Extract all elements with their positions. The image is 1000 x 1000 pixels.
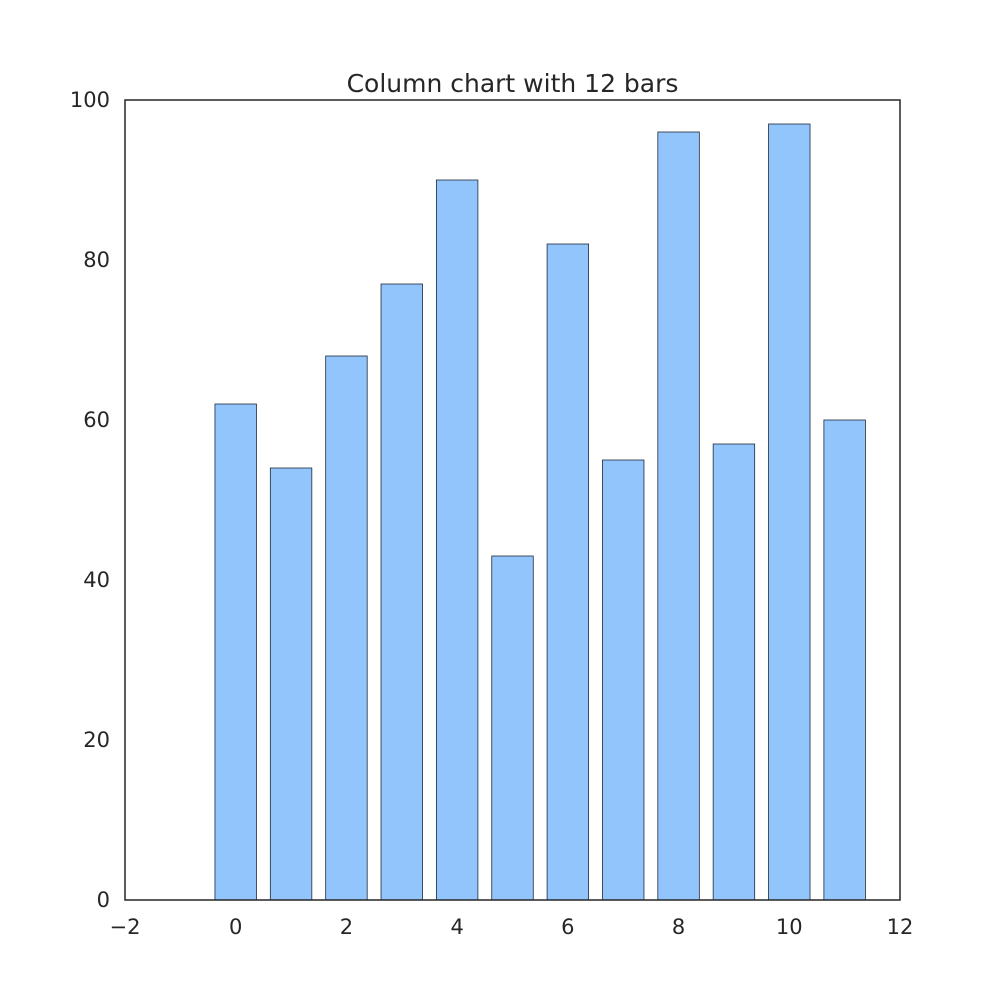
x-tick-label: 2 <box>340 915 353 939</box>
bar-10 <box>768 123 811 901</box>
x-tick-label: 6 <box>561 915 574 939</box>
y-axis-ticks: 0 20 40 60 80 100 <box>70 88 110 912</box>
x-tick-label: 4 <box>450 915 463 939</box>
chart-title: Column chart with 12 bars <box>347 69 679 98</box>
bar-11 <box>823 419 866 901</box>
y-tick-label: 60 <box>83 408 110 432</box>
y-tick-label: 100 <box>70 88 110 112</box>
x-axis-ticks: −2 0 2 4 6 8 10 12 <box>110 915 914 939</box>
x-tick-label: 8 <box>672 915 685 939</box>
bar-9 <box>712 443 756 901</box>
x-tick-label: 12 <box>887 915 914 939</box>
plot-frame <box>124 99 901 901</box>
y-tick-label: 0 <box>97 888 110 912</box>
y-tick-label: 40 <box>83 568 110 592</box>
x-tick-label: 0 <box>229 915 242 939</box>
bars-group <box>214 123 866 901</box>
bar-3 <box>380 283 423 901</box>
bar-6 <box>546 243 590 901</box>
y-tick-label: 20 <box>83 728 110 752</box>
bar-5 <box>491 555 534 901</box>
bar-0 <box>214 403 257 901</box>
bar-2 <box>325 355 368 901</box>
bar-4 <box>435 179 479 901</box>
bar-1 <box>269 467 313 901</box>
x-tick-label: −2 <box>110 915 141 939</box>
y-tick-label: 80 <box>83 248 110 272</box>
bar-7 <box>602 459 645 901</box>
x-tick-label: 10 <box>776 915 803 939</box>
bar-8 <box>657 131 700 901</box>
